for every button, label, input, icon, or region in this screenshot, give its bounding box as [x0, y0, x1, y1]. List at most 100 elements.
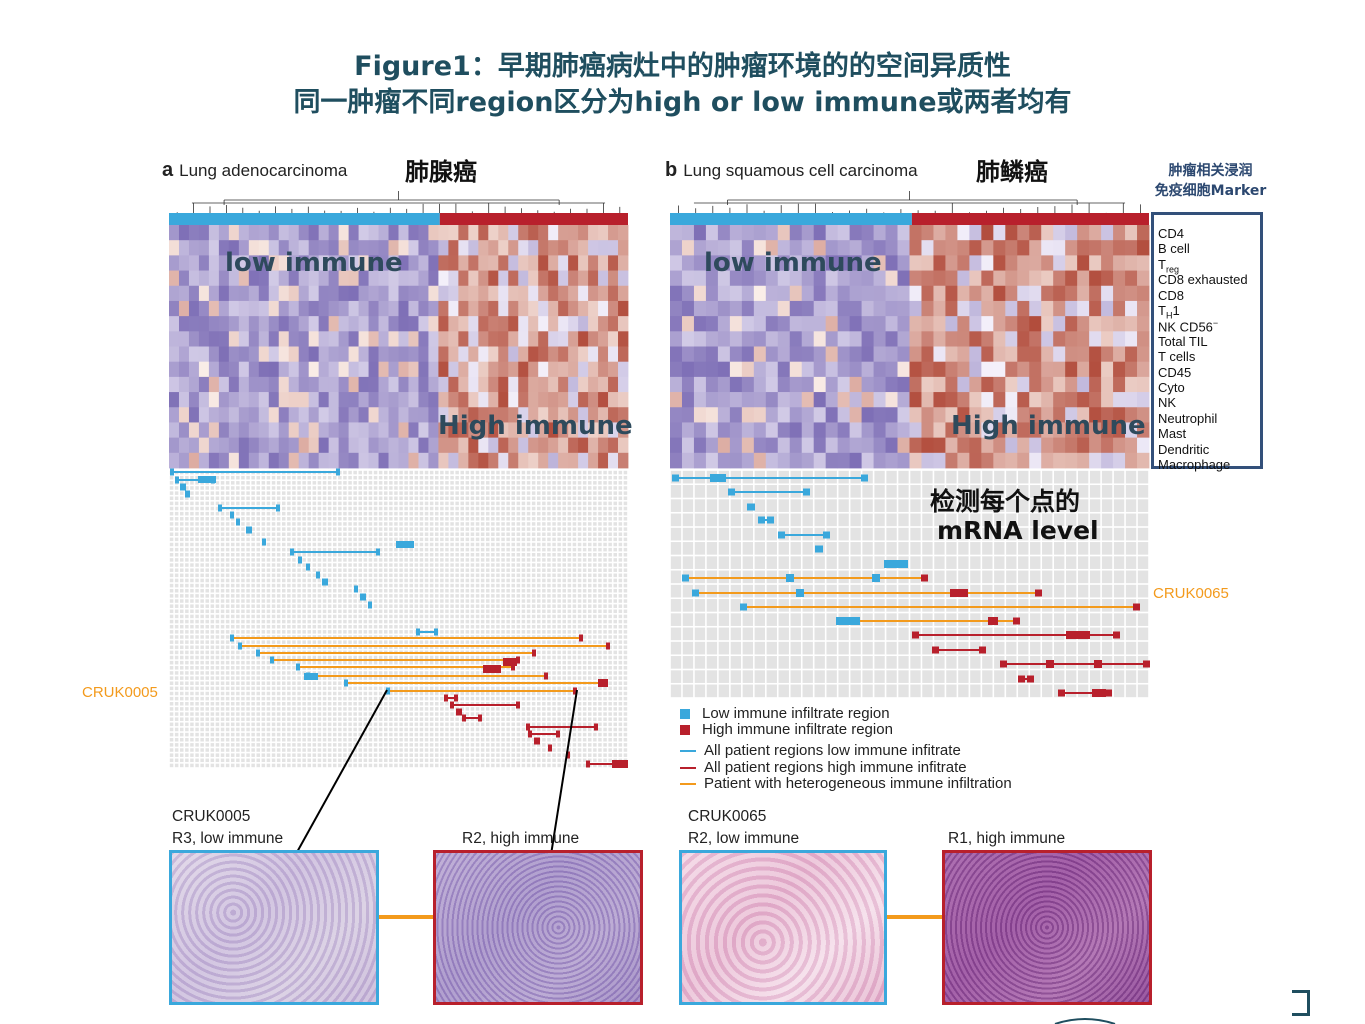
- heatmap-cell: [498, 346, 509, 363]
- grid-cell: [363, 619, 368, 624]
- heatmap-cell: [448, 270, 459, 287]
- grid-cell: [455, 537, 459, 542]
- grid-cell: [491, 758, 495, 763]
- heatmap-cell: [598, 316, 609, 332]
- heatmap-cell: [298, 361, 310, 378]
- heatmap-cell: [378, 346, 389, 363]
- grid-cell: [271, 573, 276, 578]
- grid-cell: [373, 619, 378, 624]
- grid-cell: [195, 655, 199, 660]
- heatmap-cell: [508, 255, 519, 271]
- grid-cell: [419, 506, 424, 511]
- heatmap-cell: [348, 452, 359, 469]
- grid-cell: [440, 594, 444, 598]
- grid-cell: [266, 614, 271, 619]
- grid-cell: [496, 676, 500, 680]
- heatmap-cell: [598, 240, 609, 256]
- grid-cell: [424, 517, 429, 521]
- grid-cell: [353, 491, 357, 495]
- heatmap-cell: [308, 346, 320, 363]
- grid-cell: [419, 563, 424, 567]
- heatmap-cell: [348, 422, 359, 439]
- heatmap-cell: [498, 255, 509, 271]
- grid-cell: [261, 722, 266, 727]
- grid-cell: [440, 532, 444, 536]
- grid-cell: [174, 517, 179, 521]
- marker-item: Treg: [1158, 257, 1179, 275]
- grid-cell: [312, 553, 317, 557]
- grid-cell: [338, 491, 342, 495]
- grid-cell: [353, 522, 357, 526]
- heatmap-cell: [408, 422, 419, 439]
- grid-cell: [251, 594, 255, 598]
- grid-cell: [271, 491, 276, 495]
- grid-cell: [266, 727, 271, 732]
- grid-cell: [225, 522, 230, 526]
- grid-cell: [363, 532, 368, 536]
- grid-cell: [174, 568, 179, 572]
- grid-cell: [276, 532, 281, 536]
- grid-cell: [358, 517, 362, 521]
- grid-cell: [480, 753, 485, 757]
- heatmap-cell: [458, 225, 469, 241]
- grid-cell: [333, 630, 337, 634]
- grid-cell: [348, 732, 352, 737]
- grid-cell: [256, 696, 260, 701]
- grid-cell: [246, 707, 250, 711]
- grid-cell: [287, 496, 291, 501]
- grid-cell: [429, 588, 434, 593]
- grid-cell: [205, 594, 209, 598]
- grid-cell: [424, 578, 429, 583]
- grid-cell: [511, 671, 515, 675]
- grid-cell: [389, 737, 393, 742]
- grid-cell: [302, 568, 306, 572]
- grid-cell: [450, 707, 454, 711]
- grid-cell: [287, 640, 291, 644]
- grid-cell: [225, 660, 230, 665]
- grid-cell: [409, 553, 413, 557]
- heatmap-cell: [418, 285, 429, 302]
- grid-cell: [445, 573, 449, 578]
- grid-cell: [261, 553, 266, 557]
- grid-cell: [521, 619, 526, 624]
- grid-cell: [307, 732, 311, 737]
- heatmap-cell: [438, 361, 449, 378]
- heatmap-cell: [598, 422, 609, 439]
- grid-cell: [236, 743, 240, 747]
- heatmap-cell: [558, 331, 569, 347]
- marker-item-label: CD8: [1158, 287, 1185, 303]
- grid-cell: [231, 758, 235, 763]
- grid-cell: [200, 640, 204, 644]
- grid-cell: [338, 553, 342, 557]
- grid-cell: [384, 763, 388, 768]
- grid-cell: [460, 748, 464, 752]
- grid-cell: [174, 650, 179, 655]
- grid-cell: [353, 702, 357, 706]
- grid-cell: [409, 640, 413, 644]
- heatmap-cell: [388, 407, 399, 423]
- grid-cell: [480, 553, 485, 557]
- grid-cell: [210, 645, 215, 650]
- grid-cell: [368, 522, 373, 526]
- marker-item: CD45: [1158, 365, 1191, 380]
- heatmap-cell: [488, 376, 499, 393]
- grid-cell: [271, 517, 276, 521]
- grid-cell: [185, 686, 189, 691]
- grid-cell: [531, 537, 536, 542]
- grid-cell: [450, 686, 454, 691]
- heatmap-cell: [538, 316, 549, 332]
- grid-cell: [225, 691, 230, 696]
- grid-cell: [516, 743, 521, 747]
- heatmap-cell: [378, 422, 389, 439]
- heatmap-cell: [268, 422, 280, 439]
- grid-cell: [419, 542, 424, 547]
- heatmap-cell: [228, 316, 240, 332]
- grid-cell: [435, 594, 439, 598]
- grid-cell: [180, 588, 184, 593]
- grid-cell: [231, 640, 235, 644]
- grid-cell: [205, 501, 209, 506]
- grid-cell: [169, 681, 174, 685]
- grid-cell: [169, 727, 174, 732]
- grid-cell: [419, 712, 424, 716]
- grid-cell: [246, 578, 250, 583]
